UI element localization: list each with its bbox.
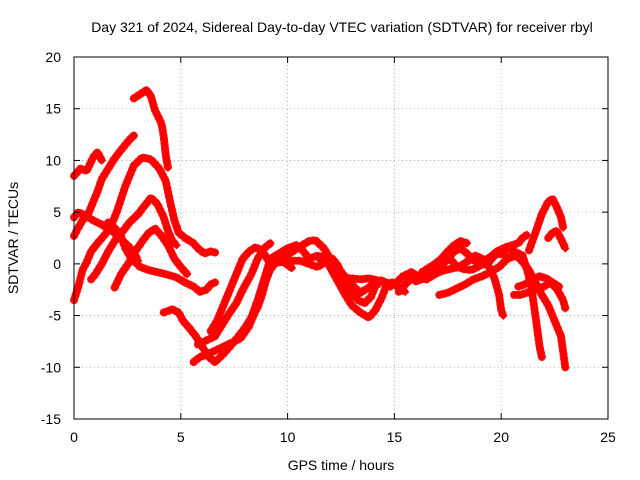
series-trace [418, 237, 471, 276]
plus-marker [266, 239, 275, 248]
plus-marker [499, 311, 508, 320]
plus-marker [287, 263, 296, 272]
plus-marker [537, 352, 546, 361]
plus-marker [172, 241, 181, 250]
series-trace [70, 148, 106, 180]
series-trace [190, 236, 394, 366]
series-layer [70, 86, 570, 372]
plus-marker [163, 163, 172, 172]
plus-marker [561, 244, 570, 253]
chart-title: Day 321 of 2024, Sidereal Day-to-day VTE… [91, 19, 593, 35]
plus-marker [210, 278, 219, 287]
series-trace [111, 225, 191, 291]
y-tick-label: -5 [49, 308, 62, 324]
x-tick-label: 25 [600, 429, 616, 445]
series-trace [544, 227, 569, 252]
series-trace [194, 239, 274, 348]
y-axis-label: SDTVAR / TECUs [5, 182, 21, 294]
series-trace [104, 219, 219, 296]
series-trace [525, 195, 567, 254]
series-trace [436, 252, 569, 371]
series-trace [482, 231, 531, 269]
plus-marker [561, 304, 570, 313]
y-tick-label: 5 [53, 204, 61, 220]
plus-marker [522, 230, 531, 239]
x-tick-label: 15 [387, 429, 403, 445]
plus-marker [561, 363, 570, 372]
x-tick-label: 10 [280, 429, 296, 445]
plus-marker [559, 223, 568, 232]
y-tick-label: 10 [45, 152, 61, 168]
plus-marker [554, 282, 563, 291]
series-trace [130, 86, 172, 171]
series-trace [70, 132, 138, 240]
x-tick-label: 5 [177, 429, 185, 445]
x-axis-label: GPS time / hours [288, 457, 395, 473]
x-tick-label: 0 [70, 429, 78, 445]
series-trace [207, 244, 296, 335]
tick-layer: 0 5 10 15 20 25 -15 -10 -5 0 5 10 15 20 [41, 49, 616, 445]
x-tick-label: 20 [493, 429, 509, 445]
series-trace [70, 154, 219, 304]
plus-marker [129, 131, 138, 140]
y-tick-label: 15 [45, 101, 61, 117]
y-tick-label: 0 [53, 256, 61, 272]
series-trace [515, 273, 563, 290]
series-trace [510, 279, 569, 312]
plus-marker [463, 239, 472, 248]
y-tick-label: -15 [41, 411, 61, 427]
plus-marker [210, 248, 219, 257]
y-tick-label: 20 [45, 49, 61, 65]
series-trace [87, 194, 180, 283]
plus-marker [97, 156, 106, 165]
plot-frame [73, 56, 609, 420]
y-tick-label: -10 [41, 359, 61, 375]
plus-marker [183, 270, 192, 279]
